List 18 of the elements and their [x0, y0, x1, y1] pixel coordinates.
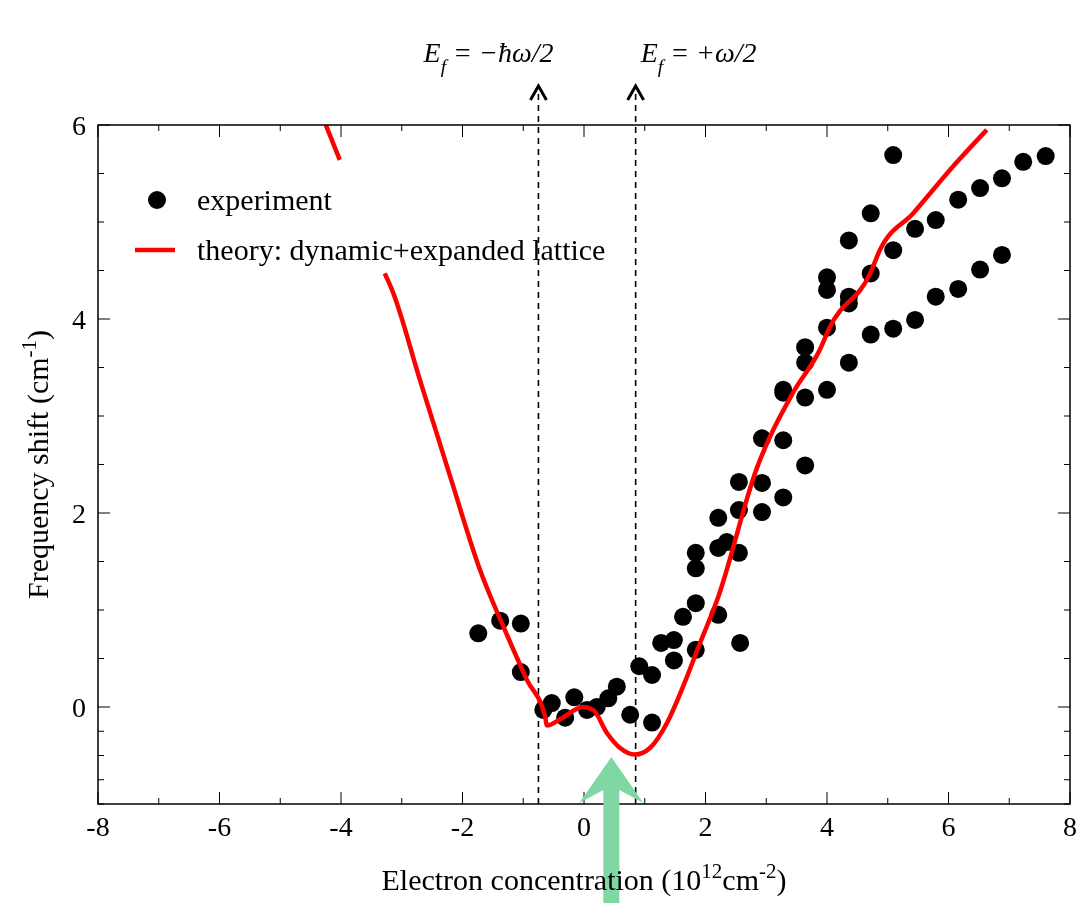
- x-tick-label: -4: [329, 811, 353, 842]
- x-tick-label: -2: [450, 811, 475, 842]
- y-tick-label: 0: [72, 692, 86, 723]
- x-tick-label: 8: [1063, 811, 1077, 842]
- y-tick-label: 6: [72, 110, 86, 141]
- x-tick-label: 4: [820, 811, 834, 842]
- x-tick-label: -6: [207, 811, 232, 842]
- legend-label: experiment: [197, 183, 333, 216]
- x-tick-label: -8: [86, 811, 110, 842]
- ref-line-label: E$_{f}$ = +ω/2: [639, 37, 757, 77]
- legend-label: theory: dynamic+expanded lattice: [197, 233, 606, 266]
- x-tick-label: 2: [698, 811, 713, 842]
- x-tick-label: 0: [577, 811, 591, 842]
- y-tick-label: 4: [72, 304, 86, 335]
- x-axis-title: Electron concentration (10$^{12}$cm$^{-2}$): [381, 859, 787, 897]
- ref-line-label: E$_{f}$ = −ħω/2: [422, 37, 554, 77]
- y-tick-label: 2: [72, 498, 86, 529]
- x-tick-label: 6: [941, 811, 956, 842]
